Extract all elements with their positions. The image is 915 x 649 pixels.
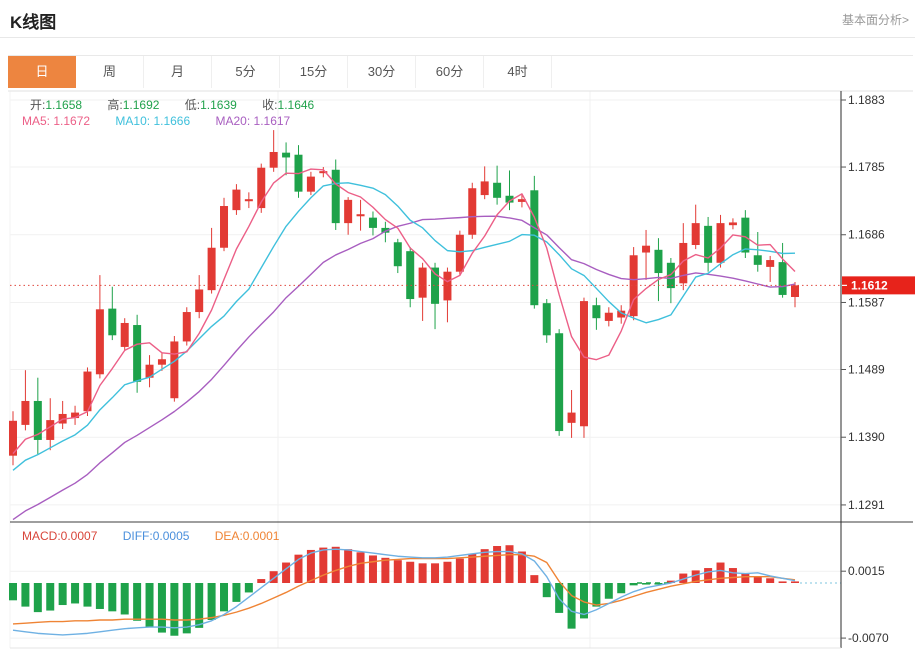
svg-text:1.1883: 1.1883 [848, 93, 885, 107]
low-label: 低: [184, 98, 201, 112]
dea-value: 0.0001 [242, 529, 280, 543]
svg-text:1.1612: 1.1612 [851, 278, 888, 292]
tab-30min[interactable]: 30分 [348, 56, 416, 88]
svg-text:1.1291: 1.1291 [848, 498, 885, 512]
svg-text:1.1686: 1.1686 [848, 228, 885, 242]
ma5-label: MA5: [22, 114, 51, 128]
ma-legend: MA5: 1.1672 MA10: 1.1666 MA20: 1.1617 [22, 114, 312, 128]
svg-text:1.1390: 1.1390 [848, 430, 885, 444]
tab-week[interactable]: 周 [76, 56, 144, 88]
high-value: 1.1692 [122, 98, 160, 112]
diff-label: DIFF: [122, 529, 153, 543]
ma20-label: MA20: [215, 114, 251, 128]
tab-60min[interactable]: 60分 [416, 56, 484, 88]
svg-text:-0.0070: -0.0070 [848, 631, 889, 645]
tab-day[interactable]: 日 [8, 56, 76, 88]
ma5-value: 1.1672 [53, 114, 91, 128]
header-divider [0, 37, 915, 38]
ma20-value: 1.1617 [253, 114, 291, 128]
open-label: 开: [30, 98, 46, 112]
tab-4hour[interactable]: 4时 [484, 56, 552, 88]
macd-value: 0.0007 [60, 529, 98, 543]
tab-month[interactable]: 月 [144, 56, 212, 88]
diff-value: 0.0005 [152, 529, 190, 543]
close-value: 1.1646 [277, 98, 315, 112]
open-value: 1.1658 [45, 98, 83, 112]
tab-15min[interactable]: 15分 [280, 56, 348, 88]
macd-label: MACD: [22, 529, 61, 543]
svg-text:1.1587: 1.1587 [848, 295, 885, 309]
page-title: K线图 [10, 13, 57, 32]
high-label: 高: [107, 98, 123, 112]
close-label: 收: [262, 98, 278, 112]
ma10-value: 1.1666 [153, 114, 191, 128]
svg-text:0.0015: 0.0015 [848, 564, 885, 578]
ohlc-legend: 开:1.1658 高:1.1692 低:1.1639 收:1.1646 [30, 96, 336, 113]
low-value: 1.1639 [200, 98, 237, 112]
svg-text:1.1785: 1.1785 [848, 160, 885, 174]
period-tabbar: 日 周 月 5分 15分 30分 60分 4时 [8, 55, 913, 88]
tab-5min[interactable]: 5分 [212, 56, 280, 88]
macd-legend: MACD:0.0007 DIFF:0.0005 DEA:0.0001 [22, 529, 301, 543]
svg-text:1.1489: 1.1489 [848, 362, 885, 376]
fundamental-analysis-link[interactable]: 基本面分析> [841, 13, 909, 27]
dea-label: DEA: [214, 529, 243, 543]
ma10-label: MA10: [115, 114, 151, 128]
